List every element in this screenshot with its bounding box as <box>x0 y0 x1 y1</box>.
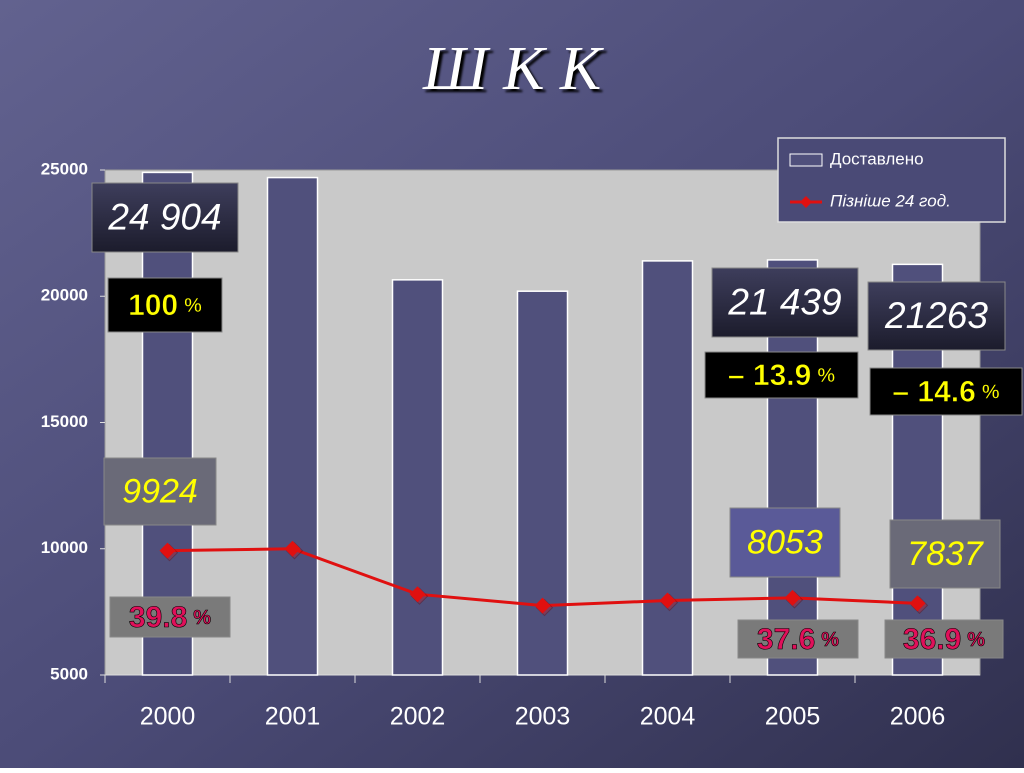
marker <box>284 540 301 557</box>
bar-value-label-box <box>867 281 1006 351</box>
legend-label: Пізніше 24 год. <box>830 191 951 210</box>
percent-annotation-box <box>884 619 1004 659</box>
percent-value: 39.8 <box>129 601 187 634</box>
x-tick-label: 2000 <box>140 703 196 731</box>
line-value-label-text: 8053 <box>747 523 823 561</box>
bar-value-label-text: 21 439 <box>727 281 841 322</box>
percent-unit: % <box>817 365 835 387</box>
line-value-label: 8053 <box>729 507 841 578</box>
bar <box>516 290 569 676</box>
percent-annotation-box <box>107 277 223 333</box>
legend-swatch <box>789 153 823 167</box>
percent-value: 37.6 <box>757 623 815 656</box>
bar-value-label-box <box>91 182 239 253</box>
percent-value: – 14.6 <box>892 375 975 408</box>
percent-unit: % <box>193 607 211 629</box>
x-tick-label: 2002 <box>390 703 446 731</box>
bar-value-label-text: 24 904 <box>107 196 221 237</box>
marker <box>909 595 926 612</box>
percent-annotation-box <box>704 351 859 399</box>
line-value-label-text: 7837 <box>907 535 984 573</box>
percent-annotation-text: 39.8% <box>129 601 211 634</box>
bar-value-label: 21 439 <box>711 267 859 338</box>
y-tick-label: 15000 <box>41 412 88 431</box>
x-tick-label: 2005 <box>765 703 821 731</box>
percent-annotation: – 13.9% <box>704 351 859 399</box>
line-value-label: 9924 <box>103 457 217 526</box>
x-tick-label: 2006 <box>890 703 946 731</box>
bar <box>391 279 444 676</box>
marker <box>534 597 551 614</box>
bar <box>141 171 194 676</box>
bar-value-label: 21263 <box>867 281 1006 351</box>
bar-value-label-text: 21263 <box>884 295 988 336</box>
line-value-label-box <box>103 457 217 526</box>
line-value-label-box <box>889 519 1001 589</box>
line-value-label: 7837 <box>889 519 1001 589</box>
bar-value-label: 24 904 <box>91 182 239 253</box>
percent-annotation: 36.9% <box>884 619 1004 659</box>
legend-box <box>777 137 1006 223</box>
legend-swatch <box>800 196 812 208</box>
percent-annotation-box <box>869 367 1023 416</box>
percent-value: 100 <box>128 289 178 322</box>
bar <box>266 176 319 676</box>
x-tick-label: 2004 <box>640 703 696 731</box>
percent-value: – 13.9 <box>728 359 811 392</box>
y-tick-label: 5000 <box>50 664 88 683</box>
bar <box>641 260 694 676</box>
percent-annotation: – 14.6% <box>869 367 1023 416</box>
marker <box>409 586 426 603</box>
percent-annotation-text: 37.6% <box>757 623 839 656</box>
percent-unit: % <box>821 629 839 651</box>
percent-unit: % <box>184 295 202 317</box>
percent-unit: % <box>967 629 985 651</box>
marker <box>159 542 176 559</box>
y-tick-label: 25000 <box>41 159 88 178</box>
percent-annotation-text: – 13.9% <box>728 359 835 392</box>
percent-unit: % <box>982 382 1000 404</box>
line-value-label-box <box>729 507 841 578</box>
y-tick-label: 10000 <box>41 538 88 557</box>
legend <box>777 137 1006 223</box>
percent-value: 36.9 <box>903 623 961 656</box>
line-value-label-text: 9924 <box>122 472 198 510</box>
bar-value-label-box <box>711 267 859 338</box>
percent-annotation-text: 100% <box>128 289 202 322</box>
y-tick-label: 20000 <box>41 286 88 305</box>
percent-annotation-box <box>737 619 859 659</box>
percent-annotation: 37.6% <box>737 619 859 659</box>
percent-annotation: 100% <box>107 277 223 333</box>
percent-annotation-text: 36.9% <box>903 623 985 656</box>
percent-annotation-box <box>109 596 231 638</box>
percent-annotation: 39.8% <box>109 596 231 638</box>
legend-label: Доставлено <box>830 149 924 168</box>
x-tick-label: 2001 <box>265 703 321 731</box>
marker <box>659 592 676 609</box>
x-tick-label: 2003 <box>515 703 571 731</box>
chart-title: Ш К К <box>422 35 605 103</box>
percent-annotation-text: – 14.6% <box>892 375 999 408</box>
marker <box>784 589 801 606</box>
